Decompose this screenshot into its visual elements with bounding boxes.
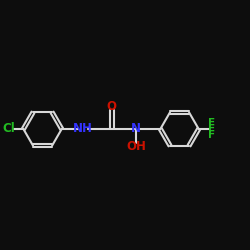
Text: F: F [208,118,216,128]
Text: Cl: Cl [3,122,16,136]
Text: F: F [208,130,216,140]
Text: O: O [107,100,117,113]
Text: F: F [208,124,216,134]
Text: NH: NH [73,122,93,136]
Text: OH: OH [126,140,146,152]
Text: N: N [131,122,141,136]
